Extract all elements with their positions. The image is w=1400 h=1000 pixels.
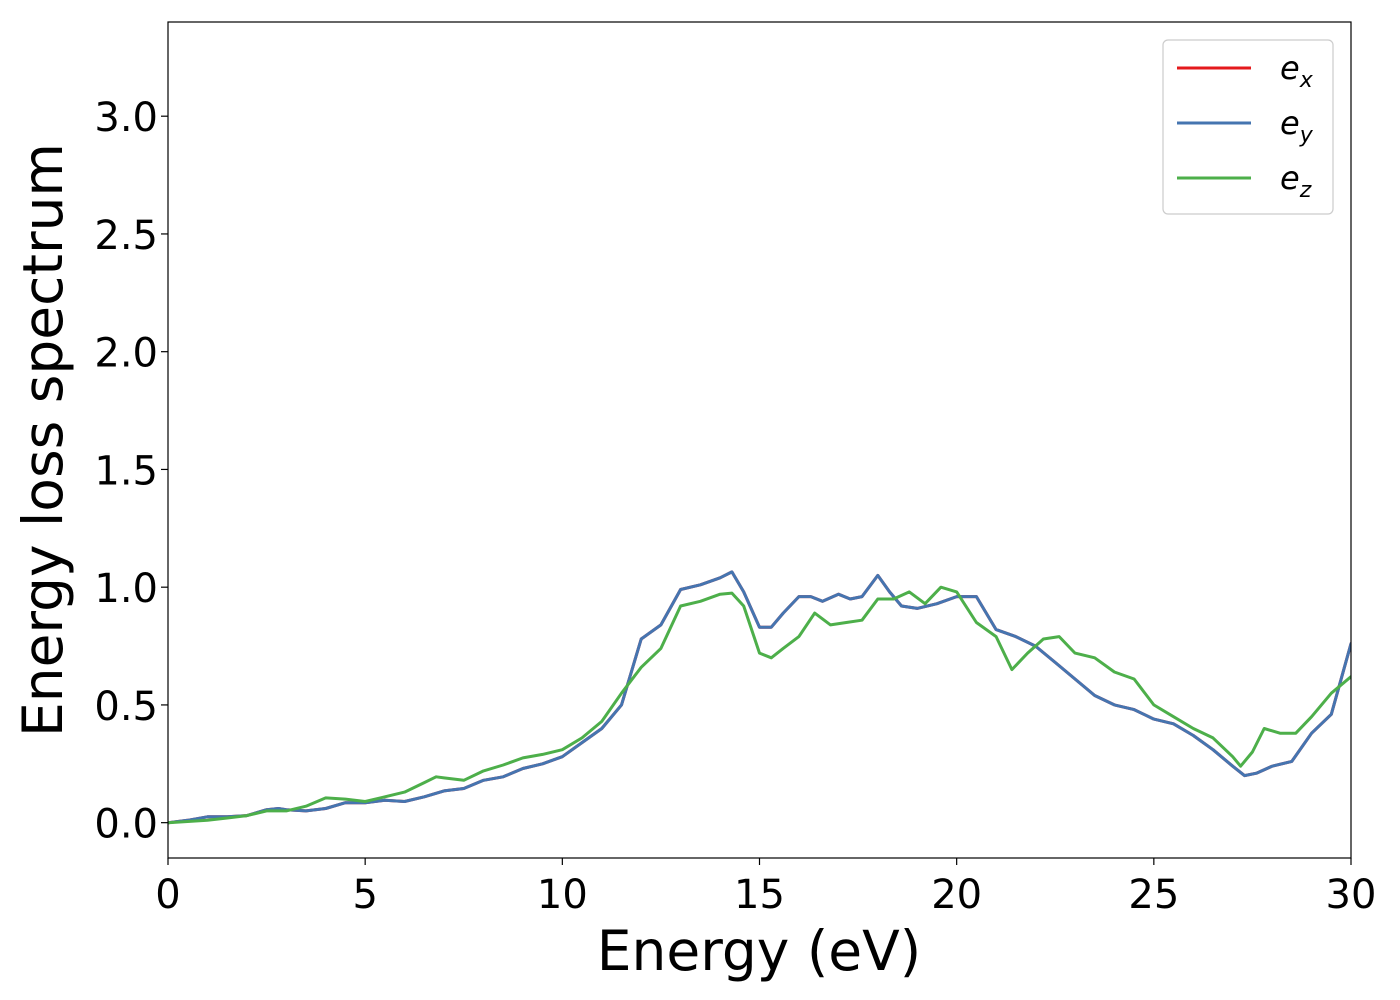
x-tick-label: 10 [537,872,588,918]
x-tick-label: 0 [155,872,180,918]
y-tick-label: 0.5 [94,684,158,730]
legend: ex ey ez [1162,39,1334,215]
x-tick-label: 20 [931,872,982,918]
axes: 0 5 10 15 20 25 30 0.0 0.5 1.0 1.5 2.0 2.5 3.0 [94,21,1377,918]
legend-label-x: ex [1280,49,1314,93]
y-tick-label: 0.0 [94,802,158,848]
legend-label-y: ey [1280,104,1314,148]
x-tick-label: 15 [734,872,785,918]
y-tick-label: 2.5 [94,213,158,259]
x-axis-label: Energy (eV) [597,919,921,983]
series-line-z [168,585,1351,825]
plot-area [168,570,1351,825]
y-tick-label: 2.0 [94,331,158,377]
y-tick-label: 1.5 [94,448,158,494]
series-line-x [168,570,1351,825]
legend-box [1162,39,1334,215]
x-tick-label: 30 [1326,872,1377,918]
y-tick-label: 1.0 [94,566,158,612]
legend-label-z: ez [1280,159,1312,203]
y-axis-label: Energy loss spectrum [11,143,75,737]
x-tick-label: 5 [352,872,377,918]
series-line-y [168,570,1351,825]
y-tick-label: 3.0 [94,95,158,141]
x-tick-label: 25 [1128,872,1179,918]
